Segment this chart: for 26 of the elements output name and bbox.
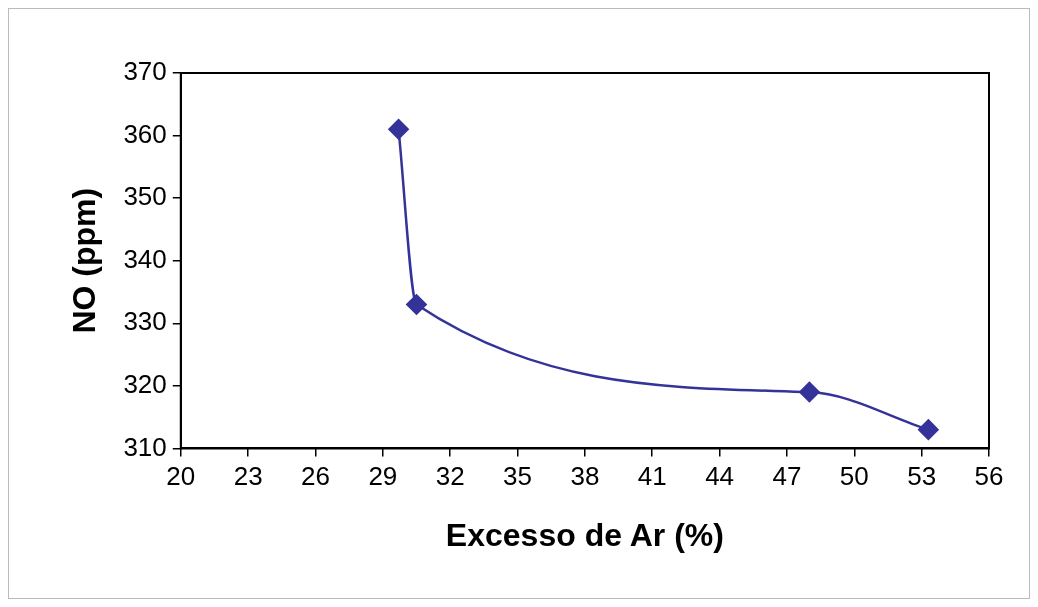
x-tick-label: 26 xyxy=(301,461,330,492)
x-tick-label: 56 xyxy=(974,461,1004,492)
y-tick-label: 320 xyxy=(123,369,167,400)
point xyxy=(799,381,820,403)
point xyxy=(406,294,427,315)
y-axis-title: NO (ppm) xyxy=(66,187,103,334)
y-tick-label: 370 xyxy=(123,56,167,87)
x-tick-label: 53 xyxy=(907,461,937,492)
x-tick-label: 20 xyxy=(166,461,196,492)
point xyxy=(918,419,939,440)
y-tick-label: 330 xyxy=(123,306,167,337)
x-tick-label: 35 xyxy=(503,461,532,492)
x-tick-label: 41 xyxy=(637,461,667,492)
y-tick-label: 340 xyxy=(123,243,167,274)
x-tick-label: 29 xyxy=(368,461,398,492)
x-tick-label: 47 xyxy=(772,461,802,492)
y-tick-label: 360 xyxy=(123,118,167,149)
x-tick-label: 50 xyxy=(839,461,869,492)
y-tick-label: 350 xyxy=(123,181,167,212)
x-tick-label: 32 xyxy=(435,461,465,492)
y-tick-label: 310 xyxy=(123,431,167,462)
point xyxy=(388,119,409,140)
x-tick-label: 23 xyxy=(233,461,263,492)
x-axis-title: Excesso de Ar (%) xyxy=(445,516,724,553)
x-tick-label: 44 xyxy=(705,461,735,492)
x-tick-label: 38 xyxy=(570,461,600,492)
